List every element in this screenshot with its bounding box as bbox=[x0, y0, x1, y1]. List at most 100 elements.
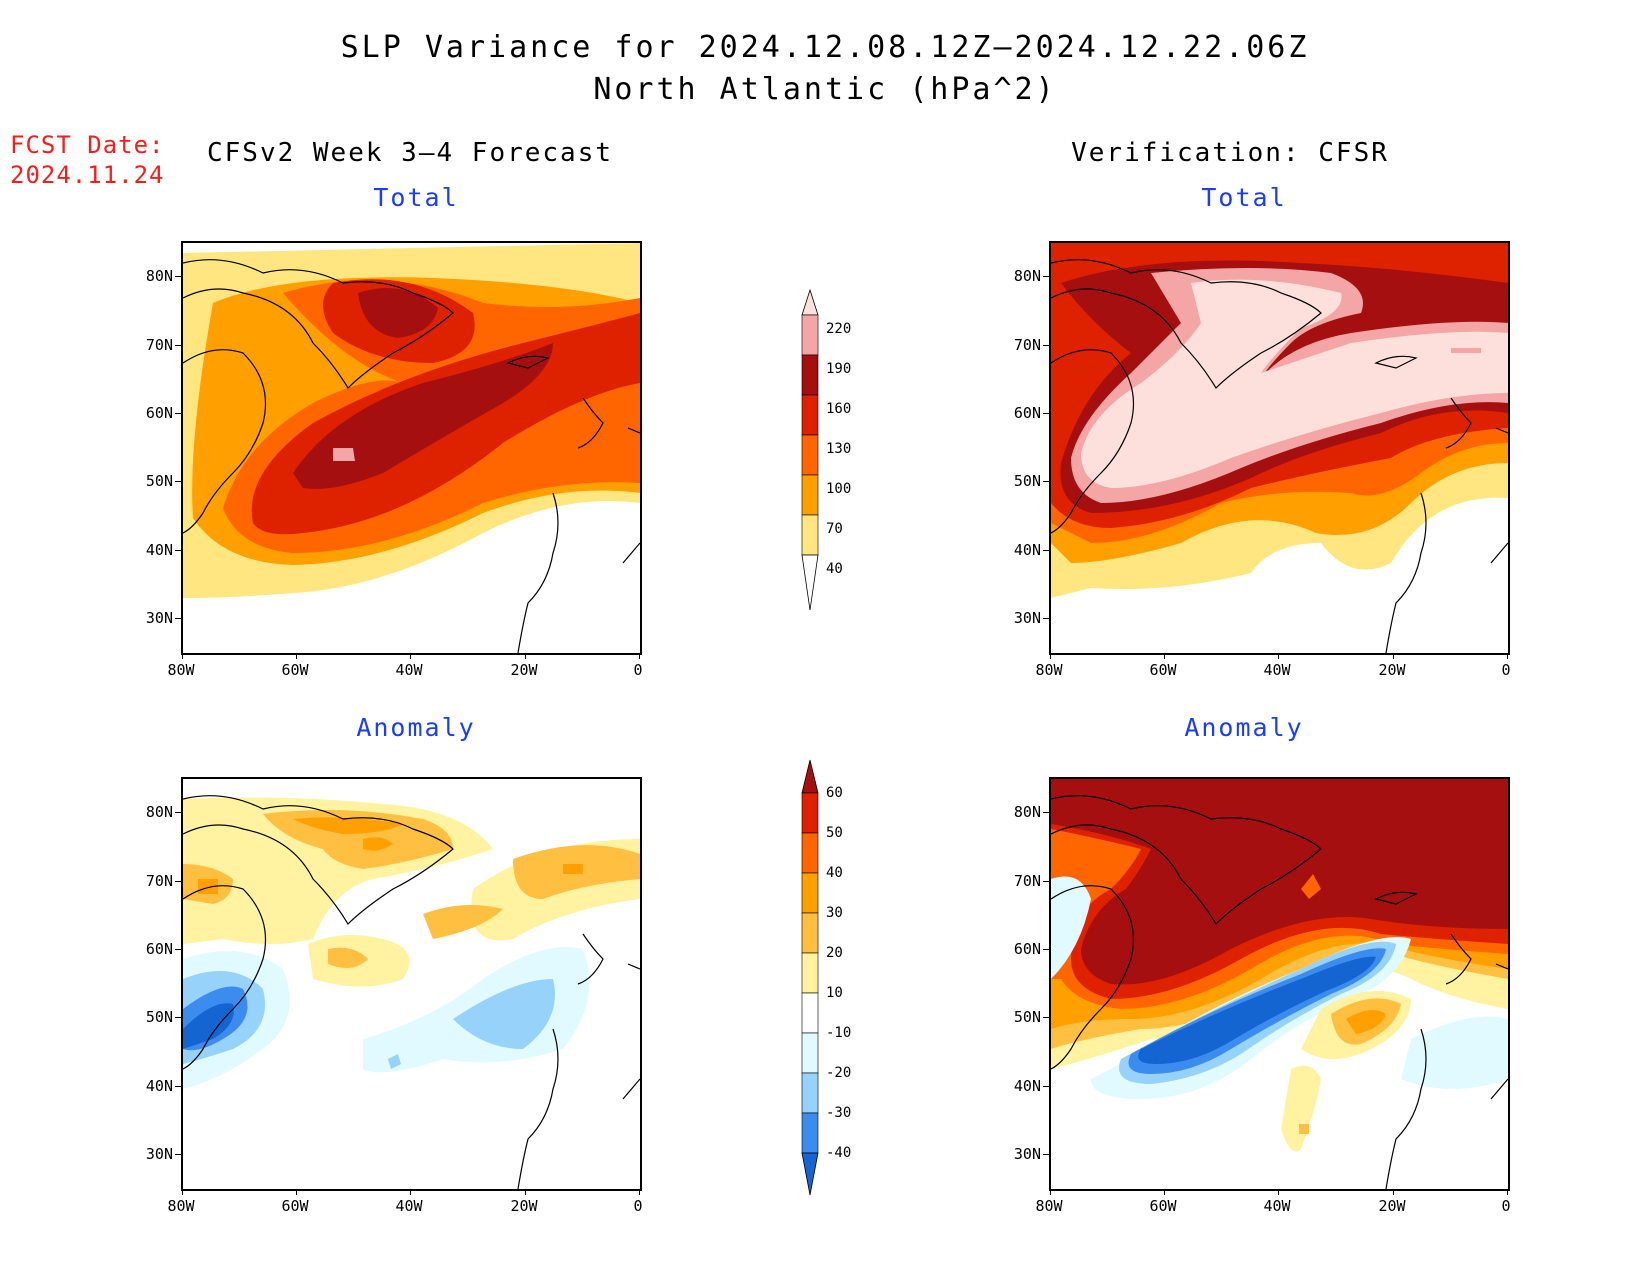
lon-tick-label: 0 bbox=[633, 1197, 643, 1215]
lat-tick-mark bbox=[175, 881, 181, 882]
lon-tick-mark bbox=[1278, 653, 1279, 659]
lon-tick-label: 40W bbox=[1263, 1197, 1291, 1215]
lon-tick-mark bbox=[525, 653, 526, 659]
lat-tick-mark bbox=[175, 550, 181, 551]
lat-tick-mark bbox=[1043, 481, 1049, 482]
lat-tick-mark bbox=[1043, 345, 1049, 346]
lat-tick-mark bbox=[175, 1017, 181, 1018]
lon-tick-label: 60W bbox=[281, 661, 309, 679]
lat-tick-mark bbox=[175, 618, 181, 619]
lat-tick-label: 60N bbox=[1013, 404, 1041, 422]
colorbar-total-level: 130 bbox=[826, 441, 852, 457]
lon-tick-mark bbox=[639, 1189, 640, 1195]
lat-tick-mark bbox=[175, 812, 181, 813]
colorbar-total-level: 100 bbox=[826, 481, 852, 497]
colorbar-anomaly-level: 20 bbox=[826, 945, 843, 961]
map-verif-anomaly bbox=[1049, 777, 1510, 1191]
lat-tick-label: 40N bbox=[145, 1077, 173, 1095]
lon-tick-label: 60W bbox=[281, 1197, 309, 1215]
lat-tick-mark bbox=[1043, 812, 1049, 813]
colorbar-anomaly-bar bbox=[801, 759, 819, 1196]
colorbar-total-level: 190 bbox=[826, 361, 852, 377]
lon-tick-mark bbox=[1393, 1189, 1394, 1195]
lon-tick-mark bbox=[1507, 653, 1508, 659]
lon-tick-mark bbox=[296, 653, 297, 659]
lon-tick-label: 40W bbox=[395, 1197, 423, 1215]
lat-tick-mark bbox=[1043, 618, 1049, 619]
left-column-title: CFSv2 Week 3–4 Forecast bbox=[206, 138, 614, 168]
lat-tick-mark bbox=[1043, 413, 1049, 414]
panel-title-verif-anomaly: Anomaly bbox=[1184, 713, 1304, 742]
lat-tick-mark bbox=[1043, 1086, 1049, 1087]
lat-tick-label: 50N bbox=[145, 1008, 173, 1026]
fcst-date-value: 2024.11.24 bbox=[10, 161, 165, 189]
lon-tick-label: 20W bbox=[510, 661, 538, 679]
colorbar-anomaly-level: -10 bbox=[826, 1025, 852, 1041]
lat-tick-label: 80N bbox=[145, 267, 173, 285]
lon-tick-mark bbox=[1393, 653, 1394, 659]
colorbar-anomaly-level: 60 bbox=[826, 785, 843, 801]
lat-tick-mark bbox=[175, 1154, 181, 1155]
panel-title-verif-total: Total bbox=[1201, 183, 1287, 212]
lon-tick-mark bbox=[1278, 1189, 1279, 1195]
colorbar-anomaly-level: 10 bbox=[826, 985, 843, 1001]
lat-tick-label: 60N bbox=[145, 940, 173, 958]
fcst-date-label: FCST Date: bbox=[10, 131, 165, 159]
colorbar-anomaly-level: -30 bbox=[826, 1105, 852, 1121]
lat-tick-label: 80N bbox=[145, 803, 173, 821]
lat-tick-mark bbox=[1043, 1017, 1049, 1018]
colorbar-anomaly-level: 50 bbox=[826, 825, 843, 841]
lat-tick-mark bbox=[175, 345, 181, 346]
map-forecast-anomaly bbox=[181, 777, 642, 1191]
lat-tick-label: 50N bbox=[1013, 1008, 1041, 1026]
main-subtitle: North Atlantic (hPa^2) bbox=[593, 72, 1057, 107]
lat-tick-mark bbox=[1043, 881, 1049, 882]
lon-tick-label: 20W bbox=[510, 1197, 538, 1215]
colorbar-anomaly-level: -20 bbox=[826, 1065, 852, 1081]
map-forecast-total bbox=[181, 241, 642, 655]
colorbar-anomaly-level: 40 bbox=[826, 865, 843, 881]
lat-tick-mark bbox=[175, 276, 181, 277]
lat-tick-mark bbox=[1043, 550, 1049, 551]
panel-title-forecast-anomaly: Anomaly bbox=[356, 713, 476, 742]
colorbar-total-level: 160 bbox=[826, 401, 852, 417]
right-column-title: Verification: CFSR bbox=[1071, 138, 1389, 168]
lat-tick-mark bbox=[175, 1086, 181, 1087]
lon-tick-mark bbox=[1050, 1189, 1051, 1195]
lon-tick-mark bbox=[296, 1189, 297, 1195]
lon-tick-label: 0 bbox=[1501, 1197, 1511, 1215]
lon-tick-mark bbox=[525, 1189, 526, 1195]
lat-tick-label: 40N bbox=[1013, 1077, 1041, 1095]
lon-tick-label: 60W bbox=[1149, 1197, 1177, 1215]
lon-tick-mark bbox=[639, 653, 640, 659]
lon-tick-label: 80W bbox=[1035, 1197, 1063, 1215]
lat-tick-label: 50N bbox=[145, 472, 173, 490]
lat-tick-label: 70N bbox=[1013, 336, 1041, 354]
lat-tick-mark bbox=[1043, 276, 1049, 277]
lon-tick-mark bbox=[410, 1189, 411, 1195]
lon-tick-mark bbox=[1507, 1189, 1508, 1195]
colorbar-total-level: 70 bbox=[826, 521, 843, 537]
lat-tick-label: 70N bbox=[145, 872, 173, 890]
lat-tick-label: 30N bbox=[1013, 609, 1041, 627]
lon-tick-label: 80W bbox=[1035, 661, 1063, 679]
lat-tick-mark bbox=[1043, 1154, 1049, 1155]
lon-tick-label: 0 bbox=[633, 661, 643, 679]
lon-tick-label: 20W bbox=[1378, 661, 1406, 679]
lat-tick-label: 30N bbox=[1013, 1145, 1041, 1163]
lat-tick-mark bbox=[175, 949, 181, 950]
lon-tick-mark bbox=[182, 653, 183, 659]
lat-tick-label: 40N bbox=[1013, 541, 1041, 559]
colorbar-anomaly-level: 30 bbox=[826, 905, 843, 921]
lon-tick-label: 20W bbox=[1378, 1197, 1406, 1215]
colorbar-total-bar bbox=[801, 288, 819, 611]
lat-tick-label: 80N bbox=[1013, 803, 1041, 821]
lat-tick-label: 80N bbox=[1013, 267, 1041, 285]
lat-tick-mark bbox=[175, 413, 181, 414]
lat-tick-label: 50N bbox=[1013, 472, 1041, 490]
lat-tick-label: 70N bbox=[1013, 872, 1041, 890]
lon-tick-mark bbox=[410, 653, 411, 659]
lat-tick-label: 60N bbox=[1013, 940, 1041, 958]
lat-tick-label: 30N bbox=[145, 1145, 173, 1163]
lon-tick-mark bbox=[1164, 653, 1165, 659]
